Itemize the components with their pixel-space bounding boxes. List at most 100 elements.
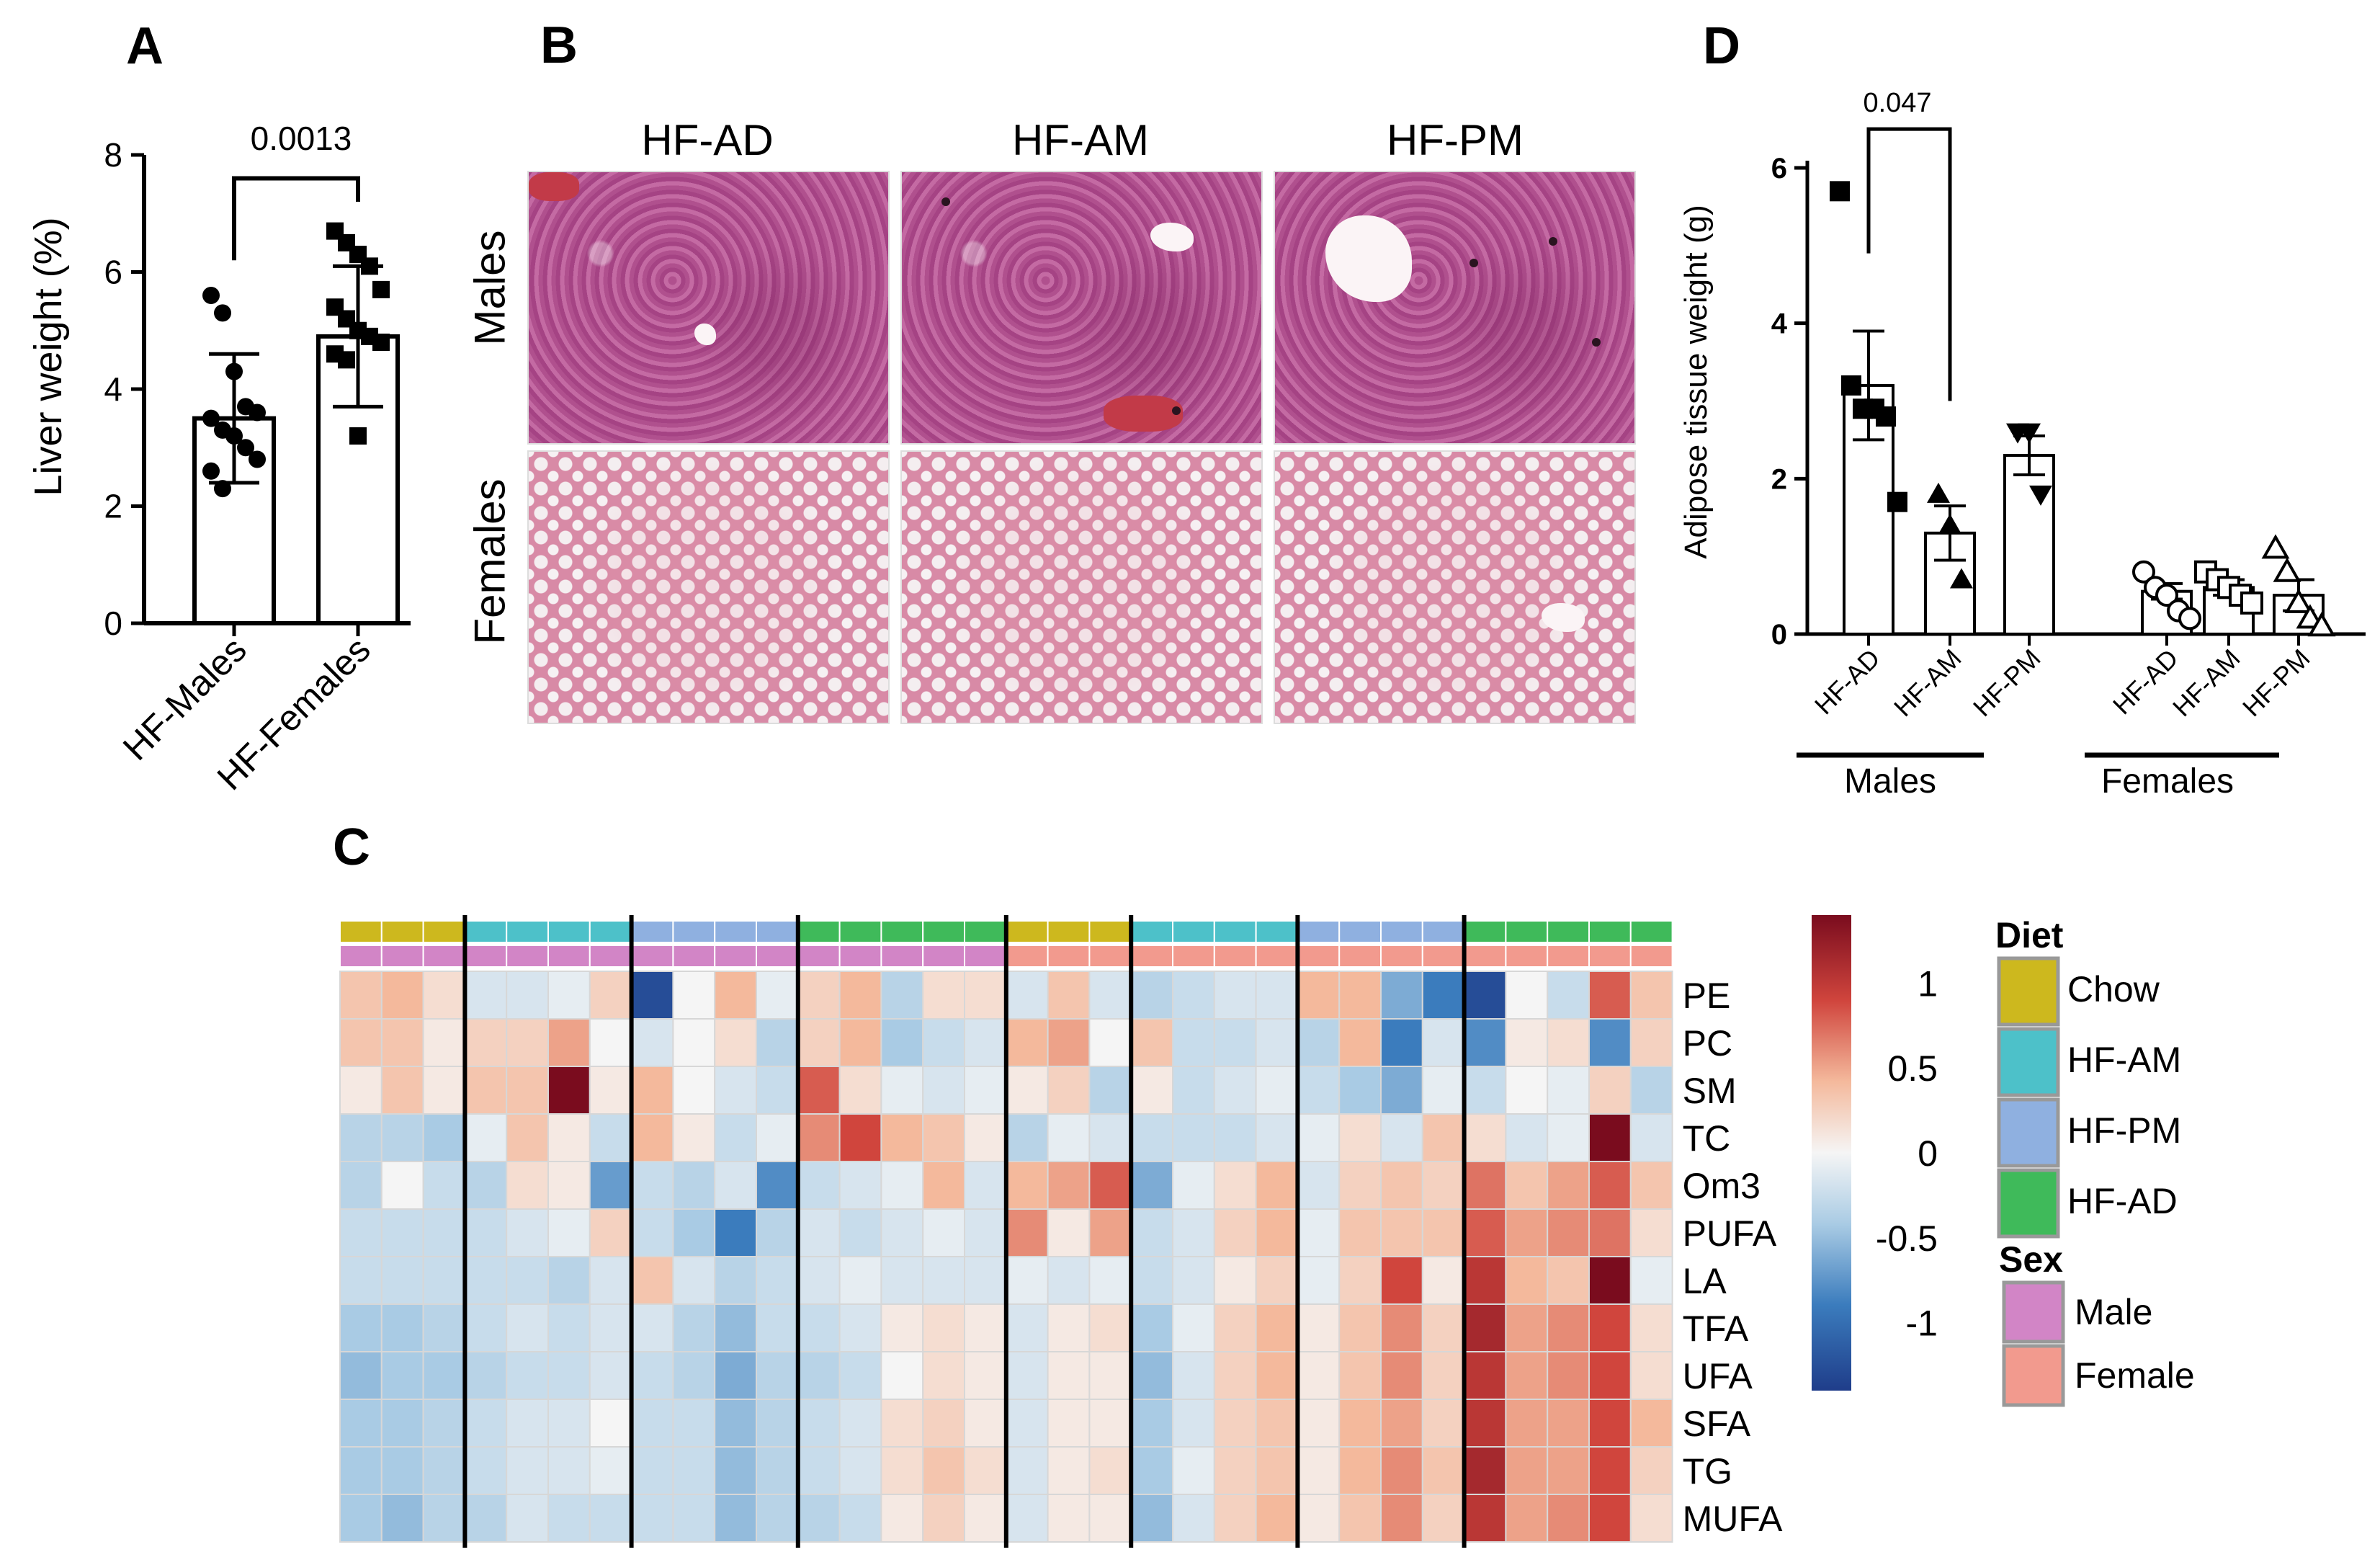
heatmap-cell	[1047, 1494, 1091, 1543]
heatmap: PE PC SM TC Om3 PUFA LA TFA UFA SFA TG MUFA 1 0.5 0 -0…	[339, 915, 2195, 1548]
heatmap-cell	[630, 971, 674, 1020]
heatmap-cell	[922, 1066, 965, 1115]
heatmap-row-label: LA	[1683, 1261, 1727, 1301]
heatmap-cell	[1547, 1018, 1590, 1067]
heatmap-sex-annotation-cell	[1172, 945, 1215, 968]
chart-d-point	[2261, 534, 2290, 559]
heatmap-cell	[880, 1351, 924, 1400]
chart-d-xtick-label: HF-PM	[1967, 643, 2046, 723]
heatmap-cell	[1172, 1303, 1215, 1352]
heatmap-sex-annotation-cell	[922, 945, 965, 968]
heatmap-cell	[1088, 1161, 1132, 1210]
heatmap-diet-annotation-cell	[547, 920, 591, 943]
heatmap-cell	[1047, 1303, 1091, 1352]
heatmap-cell	[922, 1208, 965, 1257]
heatmap-cell	[547, 1399, 591, 1448]
heatmap-cell	[922, 1494, 965, 1543]
heatmap-cell	[922, 1351, 965, 1400]
heatmap-cell	[1297, 1446, 1341, 1495]
heatmap-cell	[1588, 1351, 1632, 1400]
heatmap-cell	[339, 1066, 382, 1115]
heatmap-cell	[1297, 1018, 1341, 1067]
panel-b-label: B	[540, 17, 578, 74]
heatmap-diet-annotation-cell	[1172, 920, 1215, 943]
heatmap-cell	[964, 971, 1007, 1020]
chart-d-point	[1887, 491, 1907, 512]
heatmap-cell	[339, 1208, 382, 1257]
chart-a-ytick-label: 4	[104, 370, 122, 408]
heatmap-cell	[756, 1399, 799, 1448]
heatmap-row-label: TG	[1683, 1451, 1732, 1492]
heatmap-cell	[714, 1351, 758, 1400]
heatmap-cell	[1213, 971, 1257, 1020]
heatmap-cell	[589, 1446, 632, 1495]
chart-a-point	[249, 403, 266, 422]
heatmap-cell	[838, 1256, 882, 1305]
heatmap-cell	[880, 971, 924, 1020]
heatmap-cell	[672, 971, 716, 1020]
heatmap-sex-annotation-cell	[1005, 945, 1049, 968]
heatmap-cell	[672, 1208, 716, 1257]
heatmap-cell	[422, 1351, 466, 1400]
heatmap-cell	[1255, 1208, 1299, 1257]
heatmap-cell	[714, 1208, 758, 1257]
heatmap-cell	[1547, 1113, 1590, 1162]
chart-a-ytick-label: 0	[104, 605, 122, 642]
heatmap-cell	[506, 971, 550, 1020]
heatmap-diet-annotation-cell	[1297, 920, 1341, 943]
heatmap-cell	[1588, 971, 1632, 1020]
heatmap-cell	[1255, 1303, 1299, 1352]
heatmap-diet-annotation-cell	[1213, 920, 1257, 943]
heatmap-cell	[422, 1208, 466, 1257]
chart-d-point	[2018, 423, 2041, 444]
heatmap-cell	[1421, 1018, 1465, 1067]
heatmap-cell	[1088, 1256, 1132, 1305]
heatmap-diet-annotation-cell	[1338, 920, 1382, 943]
heatmap-cell	[547, 1303, 591, 1352]
heatmap-cell	[1130, 1208, 1173, 1257]
chart-a-point	[372, 334, 390, 351]
heatmap-cell	[464, 1351, 508, 1400]
heatmap-cell	[1588, 1494, 1632, 1543]
heatmap-sex-annotation-cell	[464, 945, 508, 968]
heatmap-cell	[838, 1208, 882, 1257]
chart-a-point	[225, 362, 243, 380]
heatmap-cell	[964, 1113, 1007, 1162]
heatmap-cell	[964, 1018, 1007, 1067]
heatmap-cell	[1421, 971, 1465, 1020]
chart-a-ytick-label: 8	[104, 136, 122, 174]
heatmap-diet-annotation-cell	[1380, 920, 1423, 943]
heatmap-cell	[1421, 1303, 1465, 1352]
heatmap-sex-annotation-cell	[589, 945, 632, 968]
heatmap-cell	[339, 1018, 382, 1067]
heatmap-cell	[589, 1351, 632, 1400]
heatmap-cell	[1047, 1256, 1091, 1305]
heatmap-cell	[422, 1161, 466, 1210]
heatmap-cell	[547, 1351, 591, 1400]
chart-a-point	[338, 351, 355, 369]
chart-d-point	[1841, 375, 1861, 396]
heatmap-cell	[756, 1161, 799, 1210]
heatmap-cell	[547, 1446, 591, 1495]
heatmap-cell	[880, 1256, 924, 1305]
heatmap-cell	[464, 1113, 508, 1162]
heatmap-cell	[797, 1066, 841, 1115]
heatmap-cell	[1338, 1113, 1382, 1162]
heatmap-cell	[1505, 971, 1549, 1020]
heatmap-sex-annotation-cell	[547, 945, 591, 968]
heatmap-cell	[1255, 1494, 1299, 1543]
heatmap-cell	[1297, 1399, 1341, 1448]
heatmap-cell	[464, 1256, 508, 1305]
heatmap-diet-annotation-cell	[589, 920, 632, 943]
heatmap-cell	[339, 1351, 382, 1400]
heatmap-cell	[589, 1303, 632, 1352]
chart-a-annotation: 0.0013	[251, 120, 352, 157]
heatmap-cell	[1338, 1494, 1382, 1543]
heatmap-cell	[1255, 1256, 1299, 1305]
heatmap-cell	[756, 1256, 799, 1305]
heatmap-cell	[1421, 1399, 1465, 1448]
heatmap-cell	[1088, 1399, 1132, 1448]
heatmap-cell	[547, 1066, 591, 1115]
heatmap-sex-annotation-cell	[1255, 945, 1299, 968]
heatmap-sex-annotation-cell	[1297, 945, 1341, 968]
